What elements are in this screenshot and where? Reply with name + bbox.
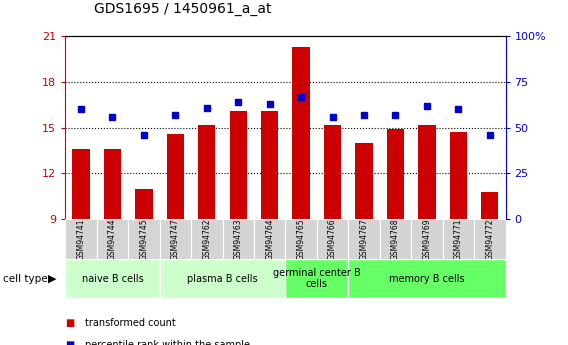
Bar [97, 219, 128, 259]
Text: memory B cells: memory B cells [389, 274, 465, 284]
Bar [104, 149, 121, 219]
Text: germinal center B
cells: germinal center B cells [273, 268, 361, 289]
Text: plasma B cells: plasma B cells [187, 274, 258, 284]
Text: GSM94762: GSM94762 [202, 218, 211, 260]
Text: GSM94747: GSM94747 [171, 218, 180, 260]
Text: GSM94763: GSM94763 [234, 218, 243, 260]
Text: ■: ■ [65, 318, 74, 327]
Bar [191, 219, 223, 259]
Bar [411, 219, 442, 259]
Bar [135, 189, 153, 219]
Bar [380, 219, 411, 259]
Text: ▶: ▶ [48, 274, 56, 284]
Bar [254, 219, 285, 259]
Text: GSM94741: GSM94741 [77, 218, 86, 260]
Bar [65, 219, 97, 259]
Bar [450, 132, 467, 219]
Bar [167, 134, 184, 219]
Bar [229, 111, 247, 219]
Text: GSM94765: GSM94765 [296, 218, 306, 260]
Text: GSM94767: GSM94767 [360, 218, 369, 260]
Bar [160, 259, 285, 298]
Text: GSM94764: GSM94764 [265, 218, 274, 260]
Bar [348, 259, 506, 298]
Text: GSM94744: GSM94744 [108, 218, 117, 260]
Bar [285, 219, 317, 259]
Bar [293, 47, 310, 219]
Text: GSM94768: GSM94768 [391, 218, 400, 260]
Text: GSM94766: GSM94766 [328, 218, 337, 260]
Bar [160, 219, 191, 259]
Bar [324, 125, 341, 219]
Bar [481, 191, 499, 219]
Bar [261, 111, 278, 219]
Bar [198, 125, 215, 219]
Text: naive B cells: naive B cells [82, 274, 143, 284]
Text: ■: ■ [65, 340, 74, 345]
Bar [128, 219, 160, 259]
Text: percentile rank within the sample: percentile rank within the sample [85, 340, 250, 345]
Text: transformed count: transformed count [85, 318, 176, 327]
Bar [474, 219, 506, 259]
Text: GSM94772: GSM94772 [485, 218, 494, 260]
Text: cell type: cell type [3, 274, 48, 284]
Bar [348, 219, 380, 259]
Bar [418, 125, 436, 219]
Bar [442, 219, 474, 259]
Bar [65, 259, 160, 298]
Bar [387, 129, 404, 219]
Text: GSM94769: GSM94769 [423, 218, 432, 260]
Text: GDS1695 / 1450961_a_at: GDS1695 / 1450961_a_at [94, 1, 272, 16]
Text: GSM94745: GSM94745 [139, 218, 148, 260]
Bar [223, 219, 254, 259]
Bar [356, 143, 373, 219]
Bar [285, 259, 348, 298]
Text: GSM94771: GSM94771 [454, 218, 463, 260]
Bar [72, 149, 90, 219]
Bar [317, 219, 348, 259]
